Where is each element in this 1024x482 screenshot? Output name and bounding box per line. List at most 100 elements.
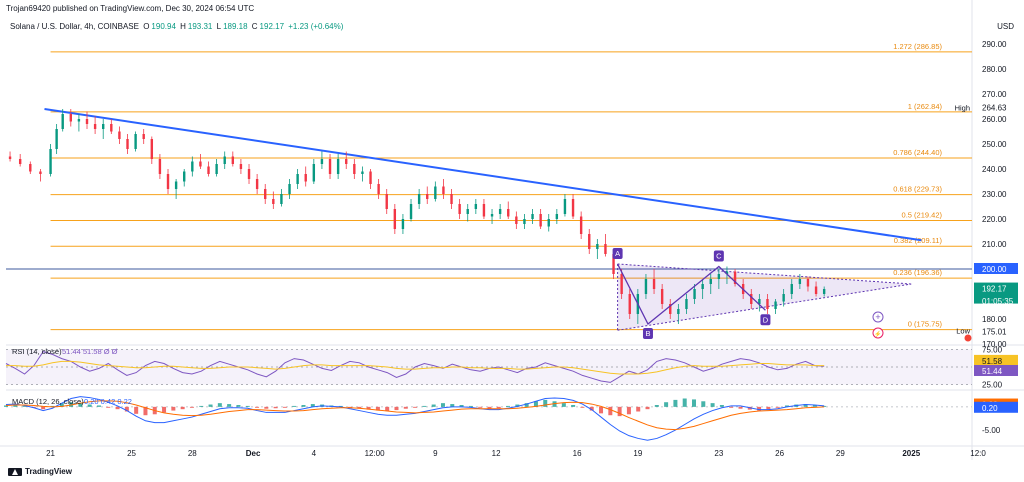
candle-body: [264, 189, 267, 199]
price-tick-label: 260.00: [982, 115, 1007, 124]
candle-body: [18, 159, 22, 164]
candle-body: [555, 214, 559, 219]
tradingview-logo-icon: [8, 467, 22, 476]
macd-histogram-bar: [375, 406, 380, 411]
triangle-pattern: [617, 263, 912, 331]
candle-body: [450, 194, 453, 204]
macd-histogram-bar: [273, 406, 278, 409]
candle: [498, 204, 502, 219]
candle-body: [733, 271, 737, 284]
candle-body: [320, 159, 324, 164]
candle: [547, 214, 550, 232]
macd-values: 0.20 0.42 0.22: [84, 397, 132, 406]
change-value: +1.23 (+0.64%): [288, 22, 344, 31]
rsi-values: 51.44 51.58 Ø Ø: [62, 347, 118, 356]
candle: [288, 179, 291, 199]
macd-histogram-bar: [236, 405, 241, 407]
triangle-upper-edge: [617, 263, 912, 285]
candle-body: [85, 119, 89, 124]
macd-histogram-bar: [124, 406, 129, 412]
macd-histogram-bar: [208, 404, 213, 407]
candle: [579, 211, 583, 239]
tradingview-brand: TradingView: [8, 467, 72, 476]
macd-histogram-bar: [589, 406, 594, 411]
candle: [644, 274, 648, 299]
fib-level-label: 0.786 (244.40): [893, 148, 942, 157]
macd-histogram-bar: [180, 406, 185, 410]
macd-histogram-bar: [673, 399, 678, 407]
candle-body: [531, 214, 534, 219]
close-label: C: [251, 22, 258, 31]
macd-title: MACD (12, 26, close): [12, 397, 84, 406]
candle-body: [442, 186, 445, 194]
candle-body: [814, 286, 818, 294]
price-label-blue: 200.00: [974, 263, 1018, 274]
candle: [490, 209, 494, 224]
price-tick-label: 280.00: [982, 65, 1007, 74]
candle-body: [806, 279, 810, 287]
candle-body: [466, 209, 469, 214]
time-tick-label: 4: [312, 449, 317, 458]
abcd-path: [617, 263, 766, 326]
candle: [304, 166, 307, 187]
time-tick-label: 19: [633, 449, 642, 458]
macd-histogram-bar: [543, 399, 548, 407]
candle-body: [272, 199, 275, 204]
candle: [166, 169, 170, 194]
candle-body: [417, 194, 421, 204]
candle: [369, 169, 372, 189]
macd-histogram-bar: [617, 406, 622, 417]
macd-histogram-bar: [757, 406, 762, 411]
close-value: 192.17: [259, 22, 285, 31]
macd-histogram-bar: [162, 406, 167, 413]
macd-histogram-bar: [496, 406, 501, 409]
event-lightning-icon: [872, 327, 884, 339]
macd-histogram-bar: [96, 405, 101, 407]
candle-body: [725, 271, 729, 274]
macd-histogram-bar: [282, 406, 287, 408]
candle-body: [61, 114, 64, 129]
price-label-plain: 264.63: [974, 101, 1018, 113]
candle: [669, 299, 672, 319]
bar-countdown-text: 01:05:35: [982, 297, 1014, 306]
candle: [660, 284, 664, 309]
candle-body: [579, 216, 583, 234]
candle-body: [547, 219, 550, 227]
candle-body: [822, 289, 826, 294]
candle-body: [312, 164, 316, 182]
candle: [693, 284, 696, 304]
pattern-point-badge: [760, 314, 771, 326]
macd-histogram-bar: [143, 406, 148, 416]
price-tick-label: 180.00: [982, 315, 1007, 324]
candle-body: [110, 124, 113, 132]
price-label-text: 175.01: [982, 327, 1007, 336]
rsi-badge-text: 51.44: [982, 367, 1003, 376]
candle: [191, 156, 194, 177]
event-plus-icon: [872, 311, 884, 323]
candle-body: [304, 174, 307, 182]
macd-histogram-bar: [803, 404, 808, 407]
price-tick-label: 230.00: [982, 190, 1007, 199]
descending-trendline: [44, 108, 922, 242]
macd-histogram-bar: [775, 406, 780, 408]
candle-body: [8, 156, 12, 159]
candle: [434, 181, 437, 202]
candle: [442, 179, 445, 199]
currency-label[interactable]: USD: [997, 22, 1014, 31]
macd-histogram-bar: [366, 406, 371, 410]
pattern-point-label: B: [645, 329, 650, 338]
candle: [8, 151, 12, 162]
candle-body: [677, 309, 680, 314]
candle: [685, 294, 688, 314]
candle-body: [353, 164, 356, 174]
candle: [701, 279, 704, 299]
candle: [353, 159, 356, 179]
candle: [620, 269, 623, 299]
macd-line-signal: [5, 400, 825, 431]
candle-body: [758, 299, 761, 304]
pattern-point-badge: [642, 328, 653, 339]
candle: [55, 124, 58, 154]
time-tick-label: 28: [188, 449, 197, 458]
candle-body: [426, 194, 429, 199]
